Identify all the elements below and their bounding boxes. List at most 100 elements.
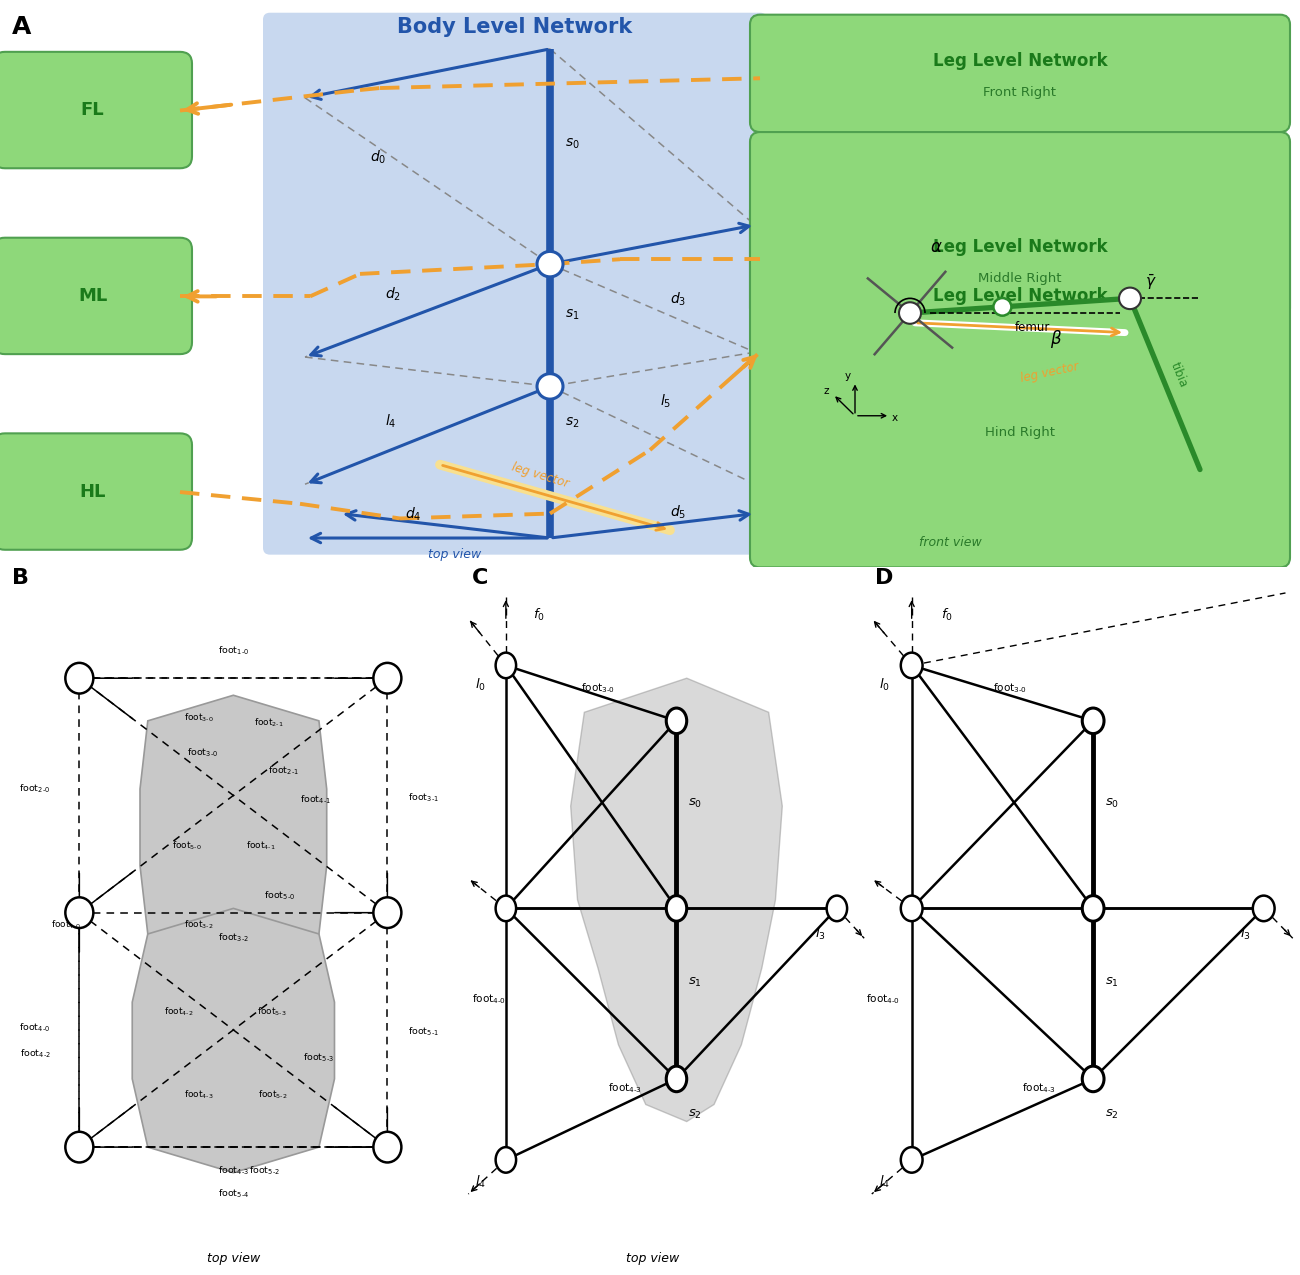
Text: y: y [845, 371, 852, 380]
Text: foot$_{4\text{-}3}$: foot$_{4\text{-}3}$ [1022, 1081, 1056, 1095]
Circle shape [537, 251, 563, 277]
Circle shape [537, 374, 563, 399]
Circle shape [65, 1132, 94, 1163]
Text: foot$_{4\text{-}1}$: foot$_{4\text{-}1}$ [299, 793, 330, 806]
Text: $l_0$: $l_0$ [879, 677, 891, 692]
Text: $l_4$: $l_4$ [476, 1173, 486, 1190]
FancyBboxPatch shape [0, 434, 192, 550]
Circle shape [901, 653, 923, 678]
Text: $f_0$: $f_0$ [533, 607, 545, 622]
Text: top view: top view [207, 1252, 260, 1265]
Text: foot$_{2\text{-}0}$: foot$_{2\text{-}0}$ [20, 783, 51, 796]
Text: $d_2$: $d_2$ [385, 286, 400, 302]
Circle shape [901, 1148, 923, 1173]
FancyBboxPatch shape [0, 237, 192, 354]
FancyBboxPatch shape [0, 52, 192, 168]
Text: foot$_{5\text{-}3}$: foot$_{5\text{-}3}$ [303, 1052, 334, 1063]
Text: foot$_{5\text{-}0}$: foot$_{5\text{-}0}$ [264, 890, 295, 901]
Circle shape [373, 663, 402, 694]
Text: foot$_{2\text{-}1}$: foot$_{2\text{-}1}$ [268, 764, 299, 776]
Text: foot$_{1\text{-}0}$: foot$_{1\text{-}0}$ [218, 645, 248, 657]
Text: $\bar{\gamma}$: $\bar{\gamma}$ [1145, 273, 1157, 292]
Text: tibia: tibia [1167, 361, 1190, 389]
Circle shape [495, 653, 516, 678]
Text: C: C [472, 569, 488, 589]
Circle shape [373, 1132, 402, 1163]
Text: foot$_{3\text{-}2}$: foot$_{3\text{-}2}$ [218, 932, 248, 945]
Polygon shape [133, 908, 334, 1173]
Text: leg vector: leg vector [1019, 360, 1080, 385]
Text: $s_1$: $s_1$ [688, 977, 702, 989]
Text: $\beta$: $\beta$ [1050, 329, 1062, 351]
Text: foot$_{4\text{-}1}$: foot$_{4\text{-}1}$ [246, 840, 276, 852]
Circle shape [1119, 288, 1141, 309]
Text: ML: ML [78, 287, 107, 305]
FancyBboxPatch shape [750, 133, 1290, 567]
Text: foot$_{4\text{-}3}$: foot$_{4\text{-}3}$ [218, 1165, 248, 1177]
Text: $l_3$: $l_3$ [815, 926, 826, 942]
Circle shape [495, 895, 516, 921]
Text: foot$_{3\text{-}0}$: foot$_{3\text{-}0}$ [993, 681, 1027, 695]
Text: top view: top view [627, 1252, 679, 1265]
Text: foot$_{4\text{-}0}$: foot$_{4\text{-}0}$ [51, 918, 81, 931]
Text: $d_0$: $d_0$ [370, 148, 386, 166]
Circle shape [900, 302, 920, 324]
Text: $s_0$: $s_0$ [566, 136, 580, 152]
Text: Middle Right: Middle Right [978, 273, 1062, 286]
Circle shape [1082, 708, 1104, 733]
Text: foot$_{4\text{-}2}$: foot$_{4\text{-}2}$ [20, 1047, 51, 1060]
Text: Front Right: Front Right [984, 87, 1057, 99]
Polygon shape [571, 678, 783, 1122]
Text: $s_2$: $s_2$ [1105, 1108, 1119, 1122]
Text: foot$_{2\text{-}1}$: foot$_{2\text{-}1}$ [254, 717, 283, 728]
Text: foot$_{3\text{-}0}$: foot$_{3\text{-}0}$ [581, 681, 615, 695]
Circle shape [993, 298, 1011, 316]
Text: x: x [892, 413, 898, 422]
Text: foot$_{5\text{-}2}$: foot$_{5\text{-}2}$ [250, 1165, 280, 1177]
Text: $s_0$: $s_0$ [1105, 797, 1119, 810]
Text: foot$_{5\text{-}1}$: foot$_{5\text{-}1}$ [408, 1026, 439, 1038]
Text: $d_3$: $d_3$ [670, 291, 686, 307]
Text: $d_5$: $d_5$ [670, 504, 686, 521]
Text: foot$_{4\text{-}0}$: foot$_{4\text{-}0}$ [20, 1021, 51, 1034]
Text: $s_1$: $s_1$ [1105, 977, 1119, 989]
FancyBboxPatch shape [750, 15, 1290, 133]
Text: HL: HL [79, 482, 105, 501]
FancyBboxPatch shape [263, 13, 767, 555]
Text: FL: FL [81, 101, 104, 119]
Circle shape [666, 1066, 686, 1091]
Circle shape [827, 895, 848, 921]
Circle shape [65, 663, 94, 694]
Text: foot$_{5\text{-}2}$: foot$_{5\text{-}2}$ [257, 1089, 287, 1102]
Circle shape [666, 708, 686, 733]
Text: foot$_{5\text{-}0}$: foot$_{5\text{-}0}$ [172, 840, 202, 852]
Text: foot$_{5\text{-}3}$: foot$_{5\text{-}3}$ [257, 1006, 287, 1019]
Text: leg vector: leg vector [510, 460, 571, 490]
Text: foot$_{3\text{-}0}$: foot$_{3\text{-}0}$ [187, 747, 218, 760]
Text: femur: femur [1014, 321, 1050, 334]
Text: foot$_{4\text{-}0}$: foot$_{4\text{-}0}$ [472, 992, 506, 1006]
Text: $l_4$: $l_4$ [879, 1173, 891, 1190]
Text: foot$_{3\text{-}1}$: foot$_{3\text{-}1}$ [408, 792, 439, 803]
Text: foot$_{3\text{-}0}$: foot$_{3\text{-}0}$ [183, 711, 213, 724]
Circle shape [666, 895, 686, 921]
Text: top view: top view [429, 547, 481, 561]
Circle shape [495, 1148, 516, 1173]
Text: z: z [823, 386, 828, 397]
Circle shape [1253, 895, 1274, 921]
Text: front view: front view [919, 536, 982, 548]
Text: $s_2$: $s_2$ [688, 1108, 702, 1122]
Text: $l_5$: $l_5$ [660, 393, 671, 411]
Text: Leg Level Network: Leg Level Network [932, 287, 1108, 305]
Text: foot$_{4\text{-}0}$: foot$_{4\text{-}0}$ [866, 992, 900, 1006]
Circle shape [1082, 895, 1104, 921]
Text: $s_1$: $s_1$ [566, 309, 580, 323]
Text: $f_0$: $f_0$ [941, 607, 953, 622]
Text: A: A [12, 15, 31, 38]
Text: foot$_{5\text{-}4}$: foot$_{5\text{-}4}$ [217, 1188, 250, 1200]
Text: foot$_{4\text{-}2}$: foot$_{4\text{-}2}$ [164, 1006, 194, 1019]
Text: $s_2$: $s_2$ [566, 416, 580, 430]
Text: $d_4$: $d_4$ [406, 505, 421, 523]
Circle shape [373, 898, 402, 928]
Text: $\alpha$: $\alpha$ [930, 238, 942, 256]
